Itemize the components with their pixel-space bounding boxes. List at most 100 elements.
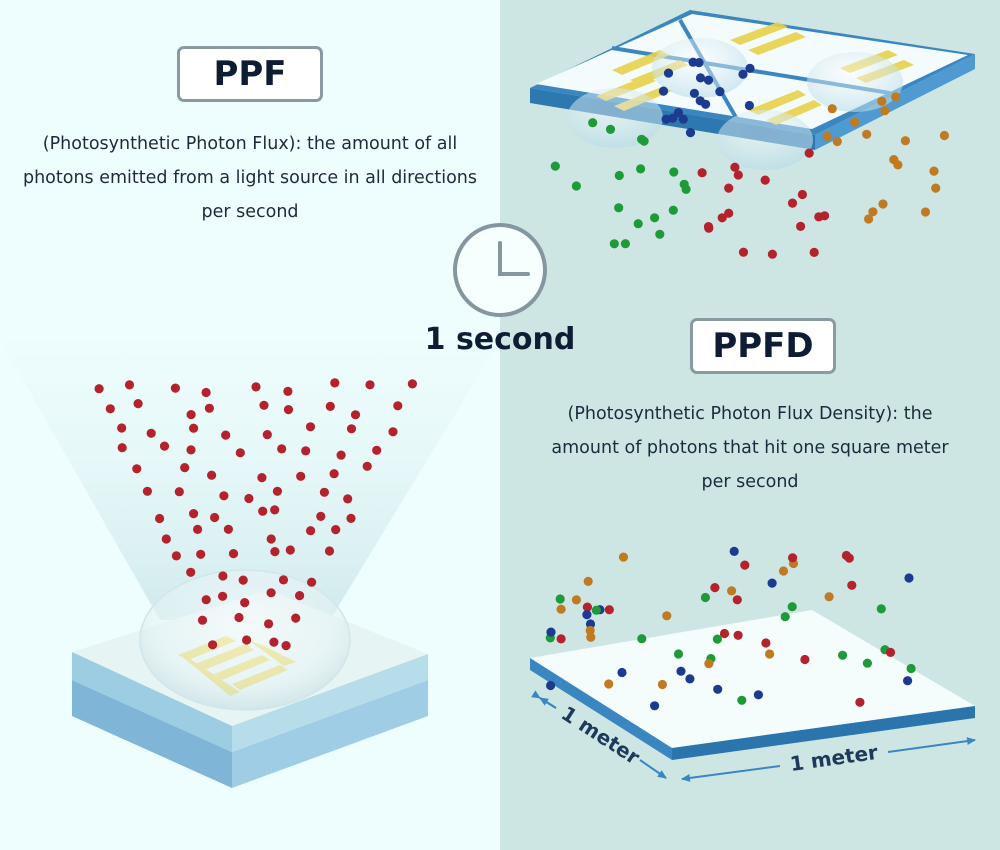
photon-dot xyxy=(868,207,878,217)
photon-dot xyxy=(264,619,274,629)
photon-dot xyxy=(704,659,714,669)
photon-dot xyxy=(824,592,834,602)
photon-dot xyxy=(210,512,220,523)
photon-dot xyxy=(325,401,335,411)
photon-dot xyxy=(780,612,790,622)
photon-dot xyxy=(838,650,848,660)
photon-dot xyxy=(277,444,287,454)
photon-dot xyxy=(637,634,647,644)
photon-dot xyxy=(155,513,165,524)
photon-dot xyxy=(588,118,598,128)
photon-dot xyxy=(809,247,819,257)
photon-dot xyxy=(278,575,289,585)
photon-dot xyxy=(939,130,950,141)
photon-dot xyxy=(800,654,810,665)
photon-dot xyxy=(269,637,279,647)
photon-dot xyxy=(880,106,890,116)
photon-dot xyxy=(571,595,582,605)
photon-dot xyxy=(697,168,707,178)
photon-dot xyxy=(633,219,643,229)
photon-dot xyxy=(788,553,798,563)
photon-dot xyxy=(159,441,170,451)
photon-dot xyxy=(362,461,372,471)
photon-dot xyxy=(822,131,832,141)
photon-dot xyxy=(295,591,305,601)
photon-dot xyxy=(787,198,798,208)
photon-dot xyxy=(650,701,660,711)
photon-dot xyxy=(827,104,837,114)
photon-dot xyxy=(161,534,171,544)
photon-dot xyxy=(388,427,398,437)
photon-dot xyxy=(550,161,560,171)
light-beam xyxy=(0,340,500,620)
photon-dot xyxy=(556,634,566,644)
photon-dot xyxy=(778,566,789,576)
ppf-title: PPF xyxy=(177,46,323,102)
photon-dot xyxy=(223,524,233,534)
photon-dot xyxy=(372,445,382,455)
photon-dot xyxy=(218,571,228,581)
photon-dot xyxy=(710,583,720,593)
photon-dot xyxy=(738,247,749,257)
photon-dot xyxy=(614,170,624,181)
photon-dot xyxy=(862,129,872,139)
photon-dot xyxy=(174,487,184,497)
photon-dot xyxy=(186,567,196,577)
photon-dot xyxy=(196,549,206,559)
photon-dot xyxy=(733,170,743,180)
photon-dot xyxy=(307,577,317,587)
photon-dot xyxy=(319,487,329,497)
photon-dot xyxy=(270,547,280,557)
photon-dot xyxy=(240,598,250,608)
photon-dot xyxy=(889,155,899,165)
photon-dot xyxy=(329,469,339,479)
photon-dot xyxy=(331,525,341,535)
photon-dot xyxy=(891,92,901,102)
photon-dot xyxy=(585,619,596,629)
photon-dot xyxy=(281,641,291,651)
photon-dot xyxy=(571,181,582,191)
photon-dot xyxy=(201,387,211,398)
photon-dot xyxy=(832,136,842,147)
photon-dot xyxy=(555,594,565,604)
photon-dot xyxy=(878,199,888,209)
photon-dot xyxy=(727,586,737,596)
photon-dot xyxy=(186,410,196,420)
photon-dot xyxy=(582,602,593,612)
photon-dot xyxy=(617,667,627,678)
photon-dot xyxy=(180,463,190,473)
photon-dot xyxy=(796,221,806,231)
photon-dot xyxy=(850,117,860,127)
photon-dot xyxy=(604,679,614,689)
ppf-description: (Photosynthetic Photon Flux): the amount… xyxy=(22,134,478,222)
photon-dot xyxy=(737,695,747,705)
time-label: 1 second xyxy=(424,322,576,357)
photon-dot xyxy=(847,580,857,590)
photon-dot xyxy=(266,588,276,598)
photon-dot xyxy=(124,380,135,390)
ppfd-description: (Photosynthetic Photon Flux Density): th… xyxy=(551,404,949,492)
photon-dot xyxy=(221,430,231,440)
photon-dot xyxy=(678,114,688,124)
photon-dot xyxy=(703,222,714,232)
photon-dot xyxy=(685,674,695,684)
photon-dot xyxy=(585,625,595,636)
photon-dot xyxy=(306,526,316,536)
photon-dot xyxy=(171,551,181,561)
photon-dot xyxy=(228,549,239,559)
photon-dot xyxy=(668,205,678,215)
photon-dot xyxy=(662,611,672,621)
photon-group-ppfd xyxy=(545,546,916,711)
photon-dot xyxy=(729,546,739,557)
photon-dot xyxy=(556,604,566,614)
photon-dot xyxy=(797,189,808,200)
photon-dot xyxy=(904,573,914,583)
photon-dot xyxy=(105,404,115,414)
photon-dot xyxy=(546,627,556,637)
photon-dot xyxy=(218,591,228,601)
photon-dot xyxy=(679,179,689,189)
photon-dot xyxy=(283,405,294,415)
photon-dot xyxy=(346,513,356,524)
photon-dot xyxy=(767,578,777,588)
